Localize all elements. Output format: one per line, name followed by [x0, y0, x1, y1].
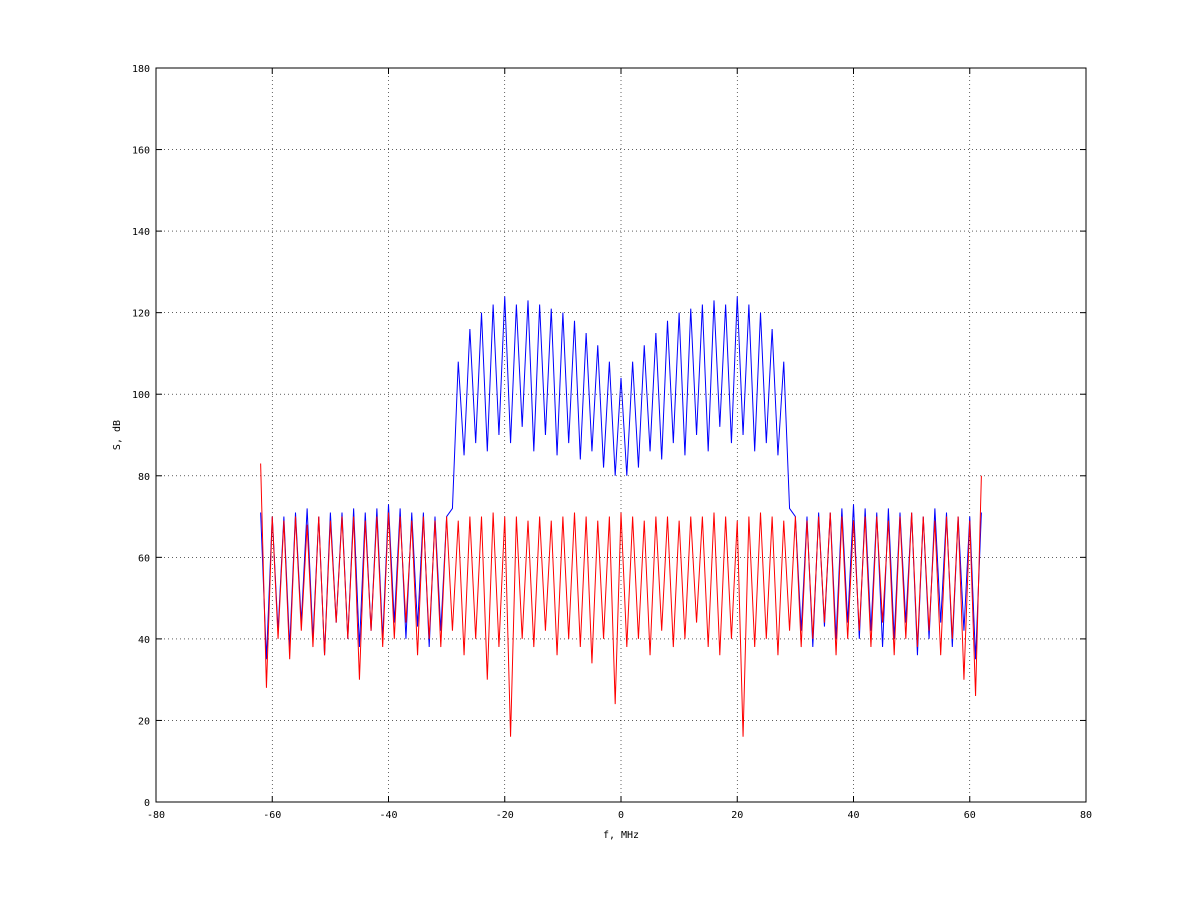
y-tick-label: 20: [138, 716, 150, 727]
y-axis-label: S, dB: [112, 420, 123, 450]
y-tick-label: 120: [132, 309, 150, 320]
x-tick-label: -80: [147, 810, 165, 821]
x-tick-label: 20: [731, 810, 743, 821]
y-tick-label: 80: [138, 472, 150, 483]
x-tick-label: 60: [964, 810, 976, 821]
x-tick-label: -60: [263, 810, 281, 821]
y-tick-label: 140: [132, 227, 150, 238]
series-line: [260, 463, 982, 737]
y-tick-label: 0: [144, 798, 150, 809]
y-tick-label: 40: [138, 635, 150, 646]
y-tick-label: 180: [132, 64, 150, 75]
y-tick-label: 60: [138, 553, 150, 564]
plot-frame: [155, 67, 1087, 803]
y-tick-label: 100: [132, 390, 150, 401]
x-tick-label: -40: [379, 810, 397, 821]
x-tick-label: 40: [847, 810, 859, 821]
y-tick-label: 160: [132, 146, 150, 157]
x-tick-label: 0: [618, 810, 624, 821]
x-tick-label: -20: [496, 810, 514, 821]
x-axis-label: f, MHz: [603, 830, 639, 841]
x-tick-label: 80: [1080, 810, 1092, 821]
